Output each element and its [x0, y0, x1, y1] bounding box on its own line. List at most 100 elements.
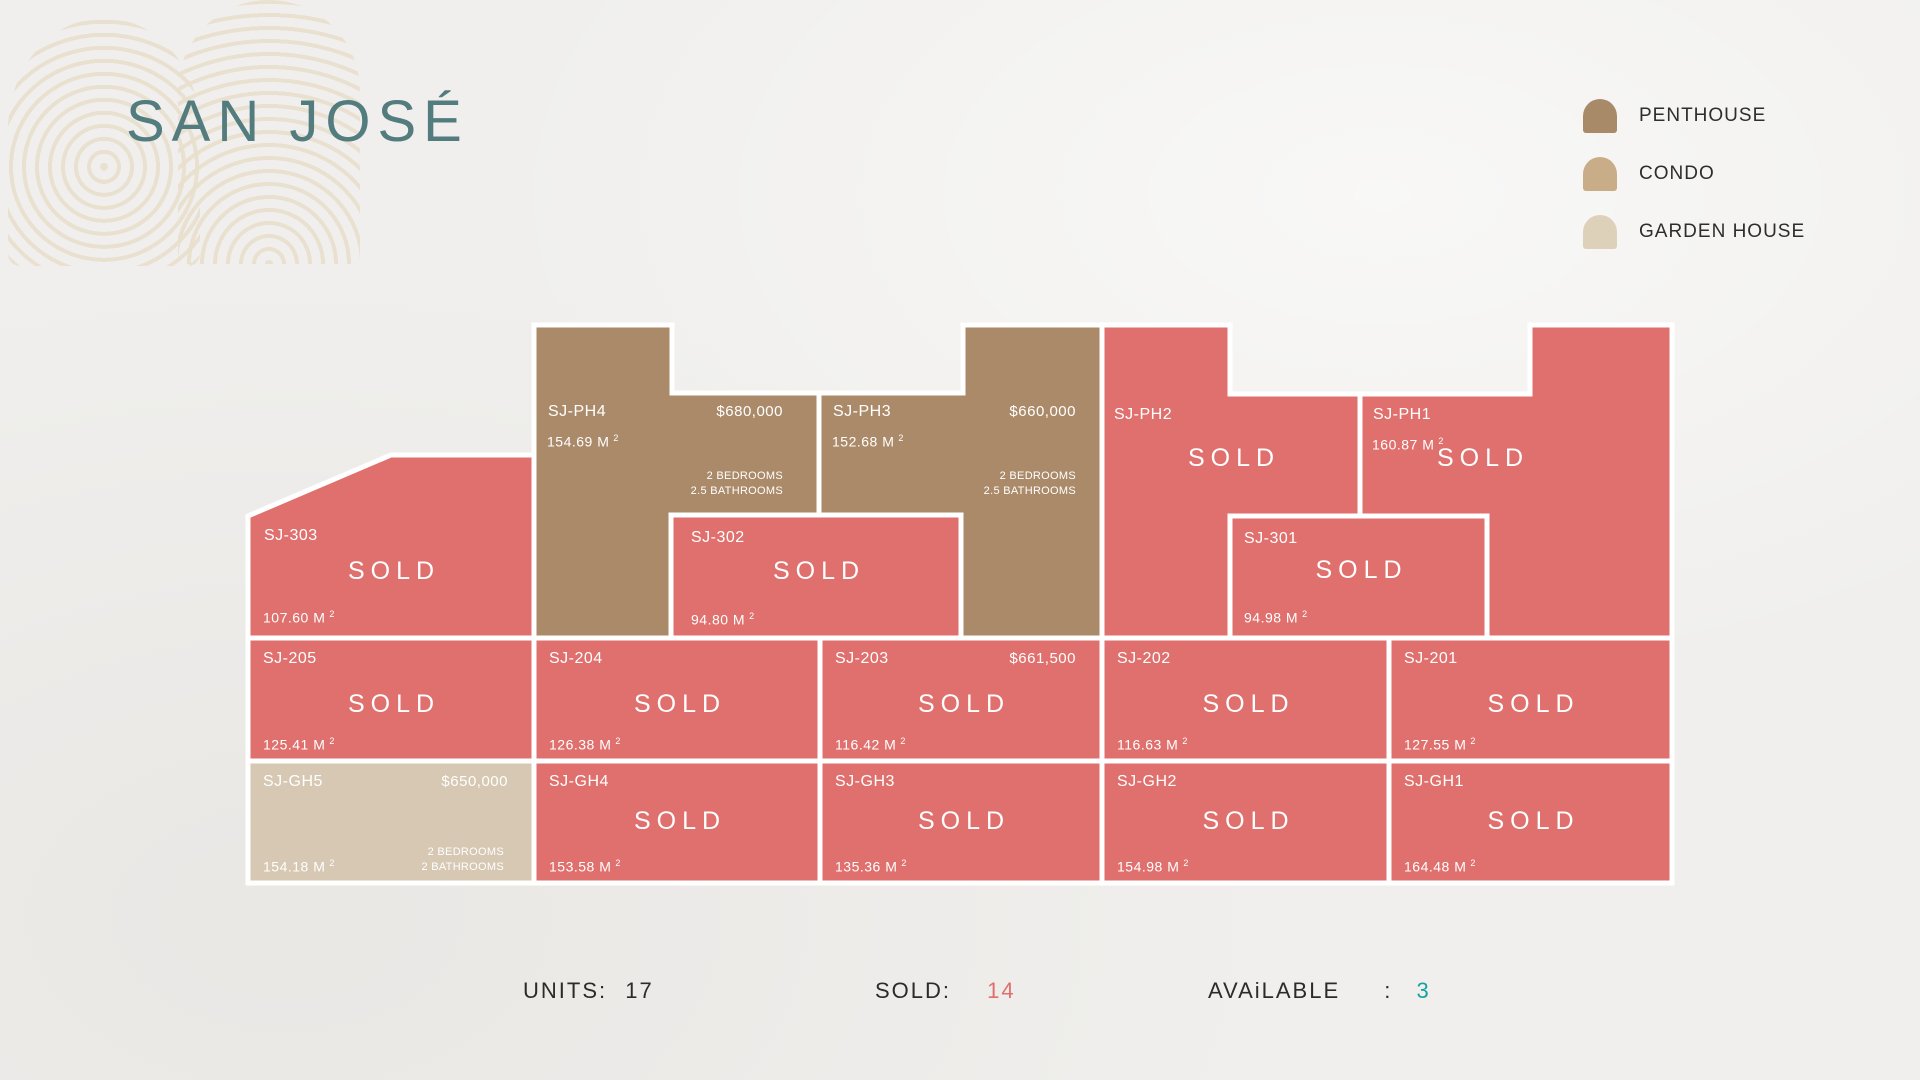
- unit-id: SJ-204: [549, 650, 603, 667]
- sold-label: SOLD: [917, 807, 1011, 835]
- unit-id: SJ-GH3: [835, 773, 895, 790]
- shape-sj-201: [1386, 635, 1675, 764]
- shape-sj-303: [245, 452, 537, 641]
- sold-label: SOLD: [1187, 444, 1281, 472]
- unit-price: $661,500: [1009, 650, 1076, 667]
- condo-arch-icon: [1583, 157, 1617, 191]
- legend-item-penthouse: PENTHOUSE: [1583, 99, 1805, 133]
- unit-id: SJ-GH2: [1117, 773, 1177, 790]
- sold-label: SOLD:: [875, 978, 952, 1003]
- logo-arch-rings-right: [178, 0, 360, 264]
- shape-sj-gh1: [1386, 758, 1675, 886]
- unit-bed-bath: 2 BEDROOMS 2.5 BATHROOMS: [983, 470, 1076, 497]
- unit-id: SJ-202: [1117, 650, 1171, 667]
- unit-id: SJ-PH3: [833, 403, 892, 420]
- shape-sj-gh2: [1099, 758, 1392, 886]
- page-title: SAN JOSÉ: [126, 89, 469, 154]
- legend-item-garden-house: GARDEN HOUSE: [1583, 215, 1805, 249]
- sold-label: SOLD: [1436, 444, 1530, 472]
- logo-arch-rings-left: [8, 18, 200, 266]
- unit-id: SJ-PH1: [1373, 406, 1432, 423]
- sold-label: SOLD: [1202, 690, 1295, 718]
- unit-sj-ph2[interactable]: SJ-PH2 SOLD: [1102, 394, 1360, 638]
- sold-label: SOLD: [1487, 690, 1580, 718]
- stat-available: AVAiLABLE : 3: [1208, 978, 1431, 1004]
- unit-bed-bath: 2 BEDROOMS 2 BATHROOMS: [421, 846, 504, 873]
- unit-price: $650,000: [441, 773, 508, 790]
- legend-label: CONDO: [1639, 163, 1715, 184]
- unit-id: SJ-302: [691, 529, 745, 546]
- sold-label: SOLD: [633, 690, 727, 718]
- sold-value: 14: [987, 978, 1016, 1003]
- shape-sj-gh3: [817, 758, 1105, 886]
- legend-item-condo: CONDO: [1583, 157, 1805, 191]
- available-colon: :: [1384, 978, 1393, 1003]
- stat-units: UNITS: 17: [523, 978, 654, 1004]
- unit-id: SJ-201: [1404, 650, 1458, 667]
- unit-id: SJ-GH5: [263, 773, 323, 790]
- unit-id: SJ-GH1: [1404, 773, 1464, 790]
- sold-label: SOLD: [1315, 556, 1408, 584]
- unit-id: SJ-303: [264, 527, 318, 544]
- unit-id: SJ-205: [263, 650, 317, 667]
- available-value: 3: [1416, 978, 1431, 1003]
- unit-id: SJ-203: [835, 650, 889, 667]
- unit-price: $660,000: [1009, 403, 1076, 420]
- legend-label: GARDEN HOUSE: [1639, 221, 1806, 242]
- sold-label: SOLD: [347, 690, 441, 718]
- sold-label: SOLD: [347, 557, 441, 585]
- sold-label: SOLD: [917, 690, 1011, 718]
- stat-sold: SOLD: 14: [875, 978, 1016, 1004]
- sold-label: SOLD: [772, 557, 866, 585]
- units-label: UNITS:: [523, 978, 608, 1003]
- sold-label: SOLD: [1487, 807, 1580, 835]
- unit-id: SJ-PH4: [548, 403, 607, 420]
- unit-id: SJ-PH2: [1114, 406, 1173, 423]
- shape-sj-205: [245, 635, 537, 764]
- sold-label: SOLD: [633, 807, 727, 835]
- unit-price: $680,000: [716, 403, 783, 420]
- available-label: AVAiLABLE: [1208, 978, 1341, 1003]
- units-value: 17: [625, 978, 654, 1003]
- shape-sj-203: [817, 635, 1105, 764]
- garden-house-arch-icon: [1583, 215, 1617, 249]
- shape-sj-302: [668, 512, 964, 641]
- legend-label: PENTHOUSE: [1639, 105, 1767, 126]
- unit-bed-bath: 2 BEDROOMS 2.5 BATHROOMS: [690, 470, 783, 497]
- penthouse-arch-icon: [1583, 99, 1617, 133]
